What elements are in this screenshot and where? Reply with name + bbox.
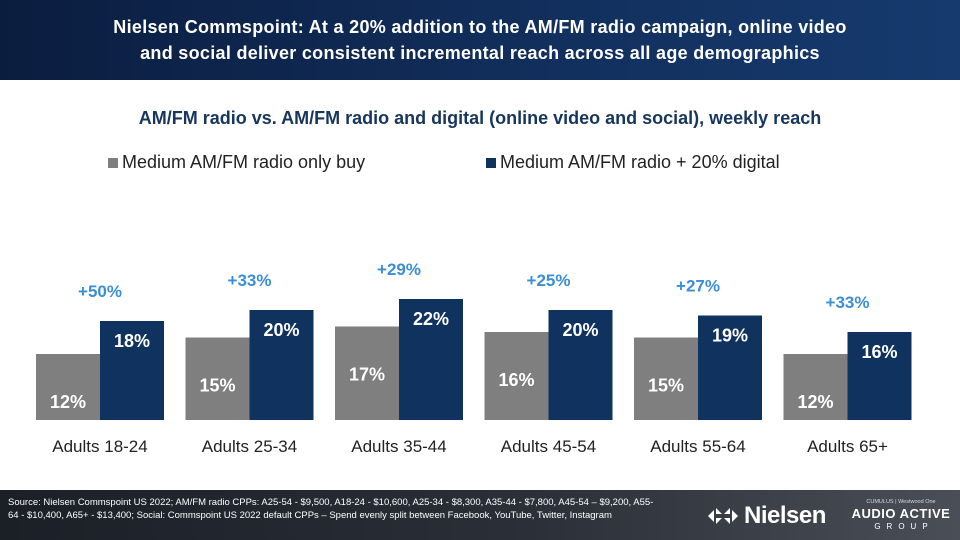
category-label: Adults 45-54 <box>501 437 596 456</box>
bar-radio-only <box>484 332 549 420</box>
legend-label-radio-digital: Medium AM/FM radio + 20% digital <box>500 152 780 172</box>
data-label: 22% <box>413 309 449 329</box>
audio-active-group-logo: CUMULUS | Westwood One AUDIO ACTIVE GROU… <box>846 498 956 532</box>
chart-title: AM/FM radio vs. AM/FM radio and digital … <box>138 108 822 128</box>
data-label: 15% <box>199 376 235 396</box>
data-label: 12% <box>797 392 833 412</box>
legend-item-radio-digital: Medium AM/FM radio + 20% digital <box>486 152 780 173</box>
bar-radio-only <box>185 337 250 420</box>
nielsen-wordmark: Nielsen <box>744 502 826 529</box>
footer: Source: Nielsen Commspoint US 2022; AM/F… <box>0 490 960 540</box>
title-banner: Nielsen Commspoint: At a 20% addition to… <box>0 0 960 80</box>
lift-label: +25% <box>527 271 571 290</box>
data-label: 20% <box>562 320 598 340</box>
legend: Medium AM/FM radio only buy Medium AM/FM… <box>0 152 960 176</box>
bar-radio-digital <box>698 315 762 420</box>
bar-radio-only <box>634 337 698 420</box>
lift-label: +50% <box>78 282 122 301</box>
lift-label: +33% <box>826 293 870 312</box>
bar-chart: 12% 18% +50% Adults 18-24 15% 20% +33% Adults 2… <box>36 260 912 456</box>
legend-swatch-navy <box>486 157 496 168</box>
bar-radio-only <box>36 354 100 420</box>
lift-label: +29% <box>377 260 421 279</box>
bar-radio-only <box>783 354 848 420</box>
bar-radio-only <box>335 326 399 420</box>
nielsen-logo: Nielsen <box>706 502 826 530</box>
bar-radio-digital <box>399 299 463 420</box>
bar-radio-digital <box>100 321 164 420</box>
bar-radio-digital <box>847 332 912 420</box>
nielsen-mark-icon <box>708 508 738 524</box>
bar-radio-digital <box>249 310 314 420</box>
data-label: 20% <box>263 320 299 340</box>
legend-swatch-gray <box>108 157 118 168</box>
aag-main-line: AUDIO ACTIVE <box>851 506 951 521</box>
category-label: Adults 65+ <box>807 437 888 456</box>
source-note: Source: Nielsen Commspoint US 2022; AM/F… <box>8 497 654 521</box>
data-label: 18% <box>114 331 150 351</box>
lift-label: +27% <box>676 277 720 296</box>
data-label: 16% <box>498 370 534 390</box>
data-label: 19% <box>712 326 748 346</box>
aag-top-line: CUMULUS | Westwood One <box>866 499 936 505</box>
category-label: Adults 18-24 <box>52 437 147 456</box>
category-label: Adults 25-34 <box>202 437 297 456</box>
bar-radio-digital <box>548 310 613 420</box>
title-line-1: Nielsen Commspoint: At a 20% addition to… <box>113 17 847 37</box>
data-label: 17% <box>349 365 385 385</box>
title-line-2: and social deliver consistent incrementa… <box>140 43 820 63</box>
data-label: 12% <box>50 392 86 412</box>
data-label: 15% <box>648 376 684 396</box>
legend-label-radio-only: Medium AM/FM radio only buy <box>122 152 366 172</box>
lift-label: +33% <box>228 271 272 290</box>
data-label: 16% <box>861 342 897 362</box>
category-label: Adults 55-64 <box>650 437 745 456</box>
aag-sub-line: GROUP <box>874 522 934 531</box>
category-label: Adults 35-44 <box>351 437 446 456</box>
legend-item-radio-only: Medium AM/FM radio only buy <box>108 152 365 173</box>
